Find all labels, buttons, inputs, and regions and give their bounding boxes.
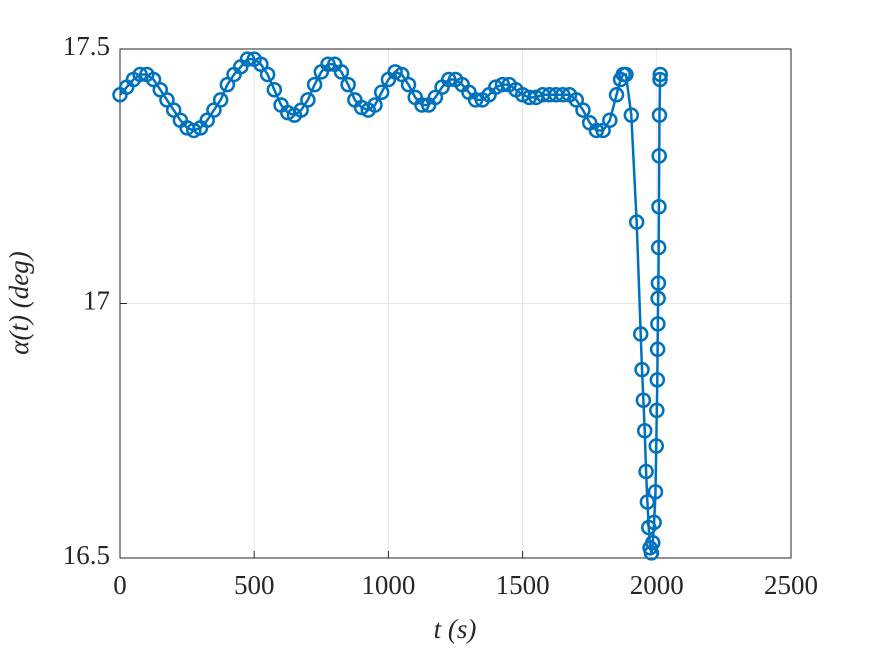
- data-marker: [650, 290, 666, 307]
- data-marker: [320, 56, 336, 73]
- data-marker: [635, 392, 652, 408]
- data-marker: [306, 76, 323, 93]
- x-tick-label: 1000: [361, 570, 415, 600]
- data-marker: [212, 92, 229, 108]
- data-marker: [638, 463, 654, 480]
- x-tick-label: 2000: [630, 570, 684, 600]
- y-tick-label: 17.5: [63, 31, 110, 61]
- x-tick-label: 0: [113, 570, 127, 600]
- data-marker: [652, 71, 668, 88]
- data-marker: [628, 214, 645, 230]
- x-tick-label: 2500: [764, 570, 818, 600]
- data-marker: [643, 545, 660, 561]
- data-marker: [441, 71, 457, 88]
- y-tick-label: 17: [83, 286, 110, 316]
- data-marker: [649, 402, 665, 419]
- data-marker: [575, 102, 591, 118]
- data-marker: [300, 92, 316, 108]
- data-marker: [367, 97, 383, 113]
- data-marker: [602, 112, 618, 129]
- data-marker: [639, 494, 656, 510]
- data-marker: [400, 76, 417, 93]
- data-marker: [634, 361, 650, 378]
- data-marker: [649, 341, 666, 358]
- data-marker: [132, 66, 148, 83]
- data-marker: [646, 514, 662, 531]
- data-marker: [650, 275, 667, 291]
- data-marker: [632, 326, 649, 342]
- data-marker: [555, 87, 571, 103]
- data-marker: [650, 316, 666, 332]
- data-marker: [333, 64, 350, 80]
- data-marker: [186, 122, 202, 139]
- data-marker: [650, 239, 667, 256]
- axes-box: [119, 48, 792, 559]
- data-marker: [239, 51, 256, 67]
- data-marker: [387, 64, 403, 80]
- data-marker: [259, 66, 276, 83]
- data-marker: [651, 107, 668, 123]
- data-marker: [588, 122, 605, 139]
- data-marker: [266, 81, 283, 98]
- data-marker: [651, 148, 667, 164]
- data-marker: [340, 76, 356, 93]
- data-marker: [652, 66, 669, 83]
- data-marker: [647, 484, 664, 500]
- data-marker: [467, 92, 484, 108]
- x-axis-label: t (s): [434, 614, 477, 644]
- data-marker: [645, 534, 661, 551]
- data-marker: [608, 87, 625, 103]
- data-marker: [636, 423, 653, 439]
- data-marker: [414, 97, 430, 113]
- data-marker: [494, 76, 511, 93]
- x-tick-label: 500: [234, 570, 275, 600]
- x-tick-label: 1500: [496, 570, 550, 600]
- data-marker: [651, 199, 667, 215]
- y-axis-label: α(t) (deg): [4, 251, 34, 354]
- data-marker: [623, 107, 640, 123]
- data-marker: [373, 84, 390, 101]
- y-tick-label: 16.5: [63, 540, 110, 570]
- data-marker: [618, 66, 634, 83]
- data-marker: [649, 372, 666, 388]
- data-marker: [648, 438, 665, 454]
